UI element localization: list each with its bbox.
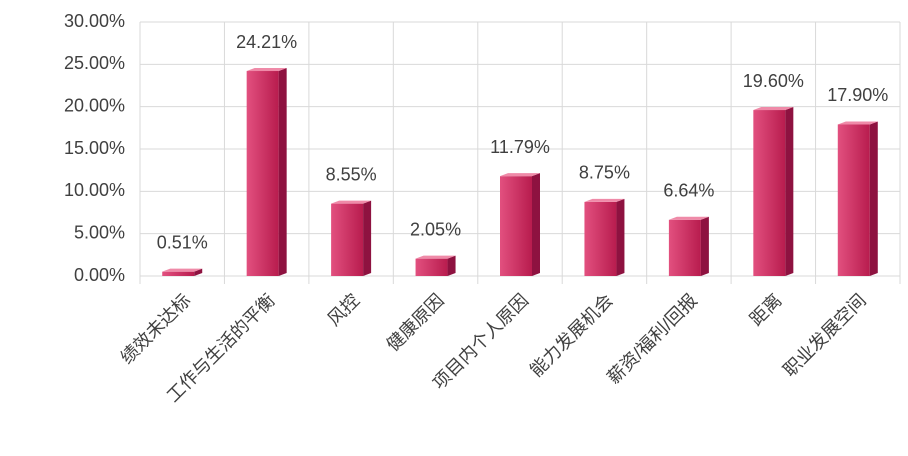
x-tick-label: 距离 (746, 290, 786, 330)
x-tick-label: 风控 (324, 290, 364, 330)
bar (837, 124, 870, 277)
bar (753, 110, 786, 276)
value-label: 17.90% (827, 85, 888, 105)
bar-side (785, 107, 794, 276)
bar-top (668, 216, 709, 220)
bar-top (415, 255, 456, 259)
y-tick-label: 10.00% (64, 180, 125, 200)
x-tick-label: 能力发展机会 (526, 290, 617, 381)
value-label: 6.64% (663, 181, 714, 201)
bar-side (869, 121, 878, 277)
bar-side (616, 198, 625, 276)
bar-top (500, 173, 540, 177)
x-tick-label: 健康原因 (383, 290, 448, 355)
value-label: 19.60% (743, 71, 804, 91)
bar-side (700, 216, 709, 276)
y-tick-label: 5.00% (74, 222, 125, 242)
bar (246, 71, 279, 276)
bar (668, 219, 701, 276)
bar (415, 258, 448, 276)
value-label: 8.75% (579, 163, 630, 183)
value-label: 0.51% (157, 232, 208, 252)
y-tick-label: 20.00% (64, 95, 125, 115)
bar (162, 271, 195, 276)
x-tick-label: 薪资/福利/回报 (603, 290, 701, 388)
bar-side (532, 173, 540, 276)
bar-top (331, 200, 372, 204)
value-label: 24.21% (236, 32, 297, 52)
bar-side (447, 255, 456, 276)
bar (500, 176, 532, 276)
y-tick-label: 15.00% (64, 138, 125, 158)
bar-side (278, 68, 287, 276)
y-tick-label: 30.00% (64, 11, 125, 31)
bar-top (162, 268, 203, 272)
value-label: 2.05% (410, 219, 461, 239)
bar-top (837, 121, 878, 125)
x-tick-label: 职业发展空间 (779, 290, 870, 381)
bar-top (753, 107, 794, 111)
value-label: 11.79% (490, 137, 550, 157)
y-tick-label: 25.00% (64, 53, 125, 73)
bar-top (246, 68, 287, 72)
bar-side (363, 200, 372, 276)
bar (584, 201, 617, 276)
bar-side (194, 268, 203, 276)
y-tick-label: 0.00% (74, 265, 125, 285)
x-tick-label: 绩效未达标 (117, 290, 195, 368)
bar-top (584, 198, 625, 202)
value-label: 8.55% (326, 164, 377, 184)
bar (331, 203, 364, 276)
